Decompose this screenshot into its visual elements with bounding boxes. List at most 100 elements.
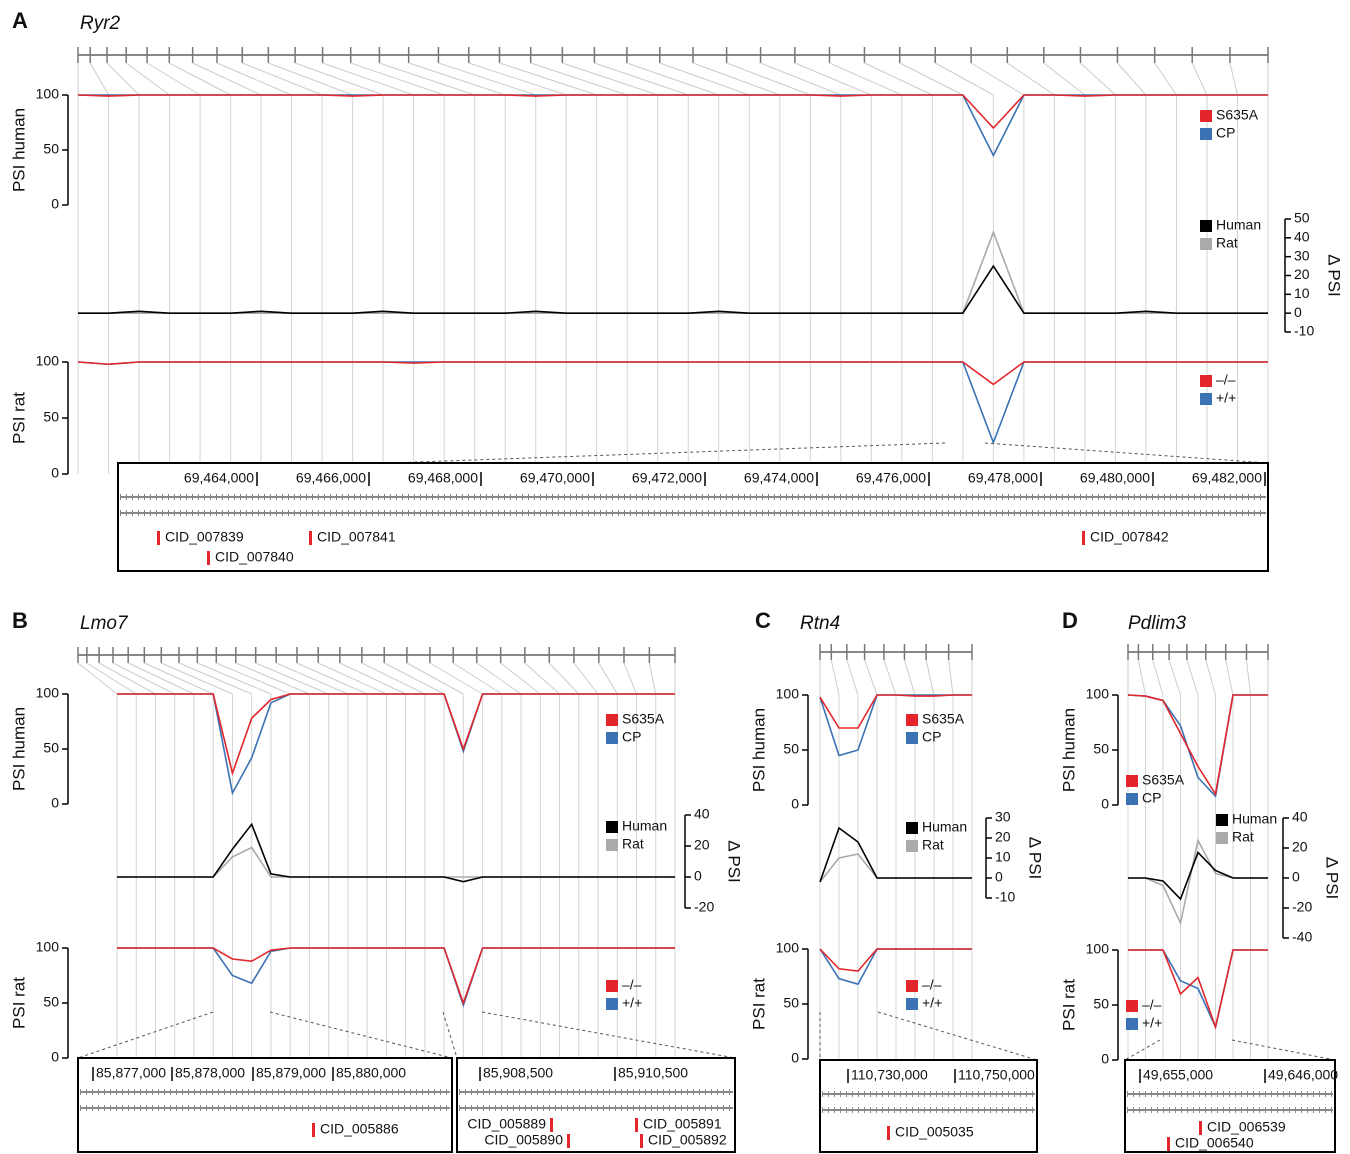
legend-label: +/+: [1142, 1015, 1162, 1031]
zoom-box: [117, 462, 1269, 572]
coordinate-label: 69,466,000: [296, 470, 366, 486]
y-tick-label: 50: [43, 994, 59, 1010]
exon-fan: [846, 659, 859, 696]
y-tick-label: 50: [1093, 996, 1109, 1012]
cid-label: CID_006540: [1175, 1135, 1254, 1151]
series-line: [117, 693, 675, 796]
y-tick-label: 0: [791, 1050, 799, 1066]
exon-fan: [1191, 62, 1208, 96]
legend-swatch: [1126, 1018, 1138, 1030]
coordinate-label: 85,877,000: [96, 1065, 166, 1081]
exon-fan: [296, 662, 368, 695]
cid-mark: [1082, 531, 1085, 545]
cid-mark: [312, 1123, 315, 1137]
exon-fan: [216, 62, 292, 96]
exon-fan: [1043, 62, 1086, 96]
y-tick-label: 40: [1292, 809, 1308, 825]
legend-swatch: [906, 980, 918, 992]
exon-fan: [830, 659, 840, 696]
cid-label: CID_007840: [215, 549, 294, 565]
coordinate-label: 69,470,000: [520, 470, 590, 486]
gene-name: Rtn4: [800, 613, 840, 634]
y-tick-label: 30: [1294, 247, 1310, 263]
zoom-box: [1124, 1059, 1336, 1153]
coordinate-label: 85,880,000: [336, 1065, 406, 1081]
legend-swatch: [606, 980, 618, 992]
exon-fan: [216, 662, 291, 695]
zoom-guide: [269, 1011, 453, 1059]
exon-fan: [1080, 62, 1116, 96]
coordinate-label: 49,655,000: [1143, 1067, 1213, 1083]
exon-fan: [648, 662, 657, 695]
exon-fan: [178, 662, 252, 695]
series-line: [819, 948, 972, 972]
y-axis-label: PSI human: [1059, 708, 1078, 792]
y-axis-label: PSI rat: [1059, 979, 1078, 1031]
exon-fan: [500, 662, 541, 695]
y-tick-label: 30: [995, 809, 1011, 825]
exon-fan: [476, 662, 522, 695]
y-tick-label: 0: [995, 869, 1003, 885]
cid-label: CID_006539: [1207, 1119, 1286, 1135]
series-line: [77, 94, 1268, 130]
y-tick-label: 40: [1294, 229, 1310, 245]
gene-name: Lmo7: [80, 613, 129, 634]
legend-swatch: [1200, 128, 1212, 140]
legend-label: Rat: [1232, 829, 1254, 845]
series-line: [78, 94, 1268, 158]
y-tick-label: 0: [51, 1049, 59, 1065]
exon-fan: [161, 662, 233, 695]
legend-label: Human: [622, 818, 667, 834]
y-tick-label: 100: [1086, 686, 1110, 702]
y-tick-label: 100: [36, 353, 60, 369]
y-tick-label: 0: [694, 868, 702, 884]
y-tick-label: 0: [1294, 304, 1302, 320]
exon-fan: [548, 662, 580, 695]
cid-mark: [309, 531, 312, 545]
exon-fan: [197, 662, 272, 695]
legend-label: S635A: [622, 711, 665, 727]
exon-fan: [948, 659, 954, 696]
y-axis-label: Δ PSI: [725, 840, 744, 883]
legend-swatch: [906, 822, 918, 834]
legend-swatch: [1200, 393, 1212, 405]
exon-fan: [268, 62, 353, 96]
exon-fan: [864, 659, 878, 696]
legend-label: –/–: [922, 977, 942, 993]
series-line: [117, 947, 675, 1008]
exon-fan: [1007, 62, 1055, 96]
coordinate-label: 69,480,000: [1080, 470, 1150, 486]
exon-fan: [408, 62, 506, 96]
legend-label: CP: [622, 729, 641, 745]
zoom-box: [819, 1059, 1038, 1153]
exon-fan: [255, 662, 329, 695]
exon-fan: [112, 662, 175, 695]
y-tick-label: 0: [51, 465, 59, 481]
y-tick-label: 50: [43, 141, 59, 157]
legend-label: –/–: [1142, 997, 1162, 1013]
exon-fan: [379, 62, 475, 96]
exon-fan: [925, 659, 935, 696]
cid-mark: [635, 1118, 638, 1132]
exon-fan: [235, 662, 310, 695]
exon-fan: [89, 62, 109, 96]
cid-mark: [550, 1118, 553, 1132]
exon-fan: [899, 62, 964, 96]
y-axis-label: Δ PSI: [1325, 254, 1344, 297]
y-tick-label: 0: [51, 196, 59, 212]
exon-fan: [883, 659, 897, 696]
exon-fan: [125, 62, 170, 96]
exon-fan: [192, 62, 262, 96]
exon-fan: [935, 62, 994, 96]
y-axis-label: PSI rat: [9, 392, 28, 444]
exon-fan: [692, 62, 780, 96]
cid-mark: [1199, 1121, 1202, 1135]
exon-fan: [760, 62, 842, 96]
coordinate-label: 69,472,000: [632, 470, 702, 486]
series-line: [819, 826, 972, 883]
coordinate-label: 49,646,000: [1268, 1067, 1338, 1083]
exon-fan: [1137, 659, 1146, 696]
y-axis-label: PSI rat: [749, 978, 768, 1030]
cid-mark: [157, 531, 160, 545]
